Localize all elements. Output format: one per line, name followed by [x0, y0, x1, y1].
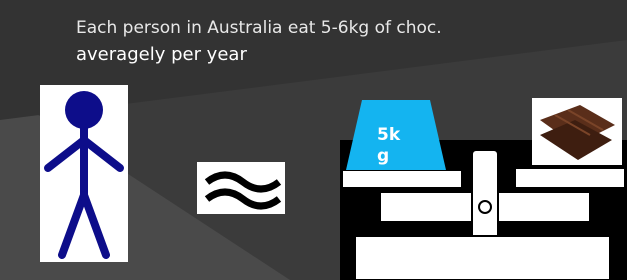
slide-text: Each person in Australia eat 5-6kg of ch… — [76, 18, 442, 38]
slide: Each person in Australia eat 5-6kg of ch… — [0, 0, 627, 280]
slide-graphics — [0, 0, 627, 280]
slide-text: averagely per year — [76, 44, 247, 65]
weight-label: 5kg — [377, 125, 411, 170]
